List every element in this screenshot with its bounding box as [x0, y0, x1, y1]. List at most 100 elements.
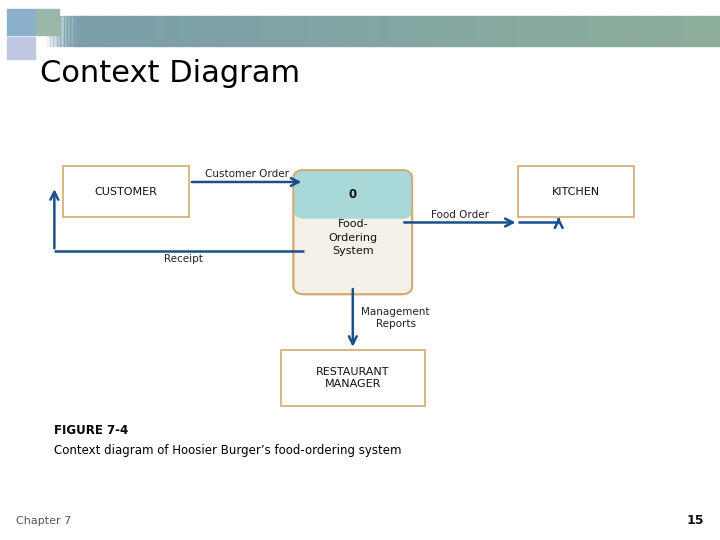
Bar	[676, 16, 680, 46]
Bar	[226, 16, 229, 46]
Bar	[47, 16, 50, 46]
Bar	[605, 16, 608, 46]
Bar	[629, 16, 632, 46]
Bar	[372, 16, 375, 46]
Bar	[646, 16, 649, 46]
Bar	[375, 16, 378, 46]
Bar	[276, 16, 280, 46]
Bar	[338, 16, 341, 46]
Bar	[297, 16, 300, 46]
Bar	[348, 16, 351, 46]
Bar	[426, 16, 429, 46]
Bar	[578, 16, 581, 46]
Bar	[294, 16, 297, 46]
Text: Food Order: Food Order	[431, 210, 489, 220]
Bar	[53, 16, 57, 46]
Bar	[382, 16, 385, 46]
Bar	[138, 16, 141, 46]
Bar	[344, 16, 348, 46]
Bar	[449, 16, 453, 46]
Bar	[63, 166, 189, 217]
Text: Management
Reports: Management Reports	[361, 307, 430, 329]
Text: Context Diagram: Context Diagram	[40, 59, 300, 89]
Bar	[683, 16, 686, 46]
Bar	[219, 16, 222, 46]
Bar	[240, 16, 243, 46]
Bar	[266, 16, 270, 46]
Bar	[632, 16, 635, 46]
Bar	[87, 16, 91, 46]
Bar	[547, 16, 551, 46]
Bar	[693, 16, 696, 46]
Bar	[280, 16, 284, 46]
Bar	[557, 16, 561, 46]
Bar	[463, 16, 467, 46]
Bar	[534, 16, 537, 46]
Bar	[672, 16, 676, 46]
Bar	[233, 16, 236, 46]
Bar	[148, 16, 151, 46]
Bar	[50, 16, 53, 46]
Bar	[229, 16, 233, 46]
Bar	[703, 16, 706, 46]
Bar	[131, 16, 135, 46]
Bar	[284, 16, 287, 46]
Bar	[571, 16, 575, 46]
FancyBboxPatch shape	[294, 170, 412, 219]
Bar	[368, 16, 372, 46]
Text: KITCHEN: KITCHEN	[552, 187, 600, 197]
Bar	[192, 16, 195, 46]
Bar	[250, 16, 253, 46]
Bar	[358, 16, 361, 46]
Bar	[260, 16, 264, 46]
Bar	[493, 16, 497, 46]
Bar	[551, 16, 554, 46]
Bar	[487, 16, 490, 46]
Bar	[531, 16, 534, 46]
Bar	[625, 16, 629, 46]
Bar	[270, 16, 274, 46]
Bar	[443, 16, 446, 46]
Bar	[117, 16, 121, 46]
Bar	[364, 16, 368, 46]
Bar	[7, 37, 35, 59]
Bar	[185, 16, 189, 46]
Bar	[73, 16, 77, 46]
Bar	[696, 16, 700, 46]
Bar	[700, 16, 703, 46]
Bar	[469, 16, 473, 46]
Bar	[243, 16, 246, 46]
Bar	[253, 16, 256, 46]
Text: 0: 0	[348, 188, 357, 201]
Bar	[212, 16, 216, 46]
Text: Receipt: Receipt	[164, 254, 203, 264]
Bar	[690, 16, 693, 46]
Bar	[189, 16, 192, 46]
Bar	[388, 16, 392, 46]
Bar	[521, 16, 523, 46]
Bar	[168, 16, 172, 46]
Bar	[81, 16, 84, 46]
Bar	[304, 194, 402, 211]
Bar	[456, 16, 459, 46]
Bar	[216, 16, 219, 46]
Bar	[710, 16, 714, 46]
Text: Context diagram of Hoosier Burger’s food-ordering system: Context diagram of Hoosier Burger’s food…	[54, 444, 402, 457]
Bar	[601, 16, 605, 46]
Bar	[378, 16, 382, 46]
Bar	[256, 16, 260, 46]
Bar	[480, 16, 483, 46]
Bar	[436, 16, 439, 46]
Bar	[107, 16, 111, 46]
Bar	[537, 16, 541, 46]
Bar	[666, 16, 670, 46]
Bar	[706, 16, 710, 46]
Bar	[595, 16, 598, 46]
Bar	[195, 16, 199, 46]
Text: RESTAURANT
MANAGER: RESTAURANT MANAGER	[316, 367, 390, 389]
Bar	[477, 16, 480, 46]
Text: CUSTOMER: CUSTOMER	[94, 187, 158, 197]
Bar	[141, 16, 145, 46]
Bar	[510, 16, 513, 46]
Bar	[598, 16, 601, 46]
